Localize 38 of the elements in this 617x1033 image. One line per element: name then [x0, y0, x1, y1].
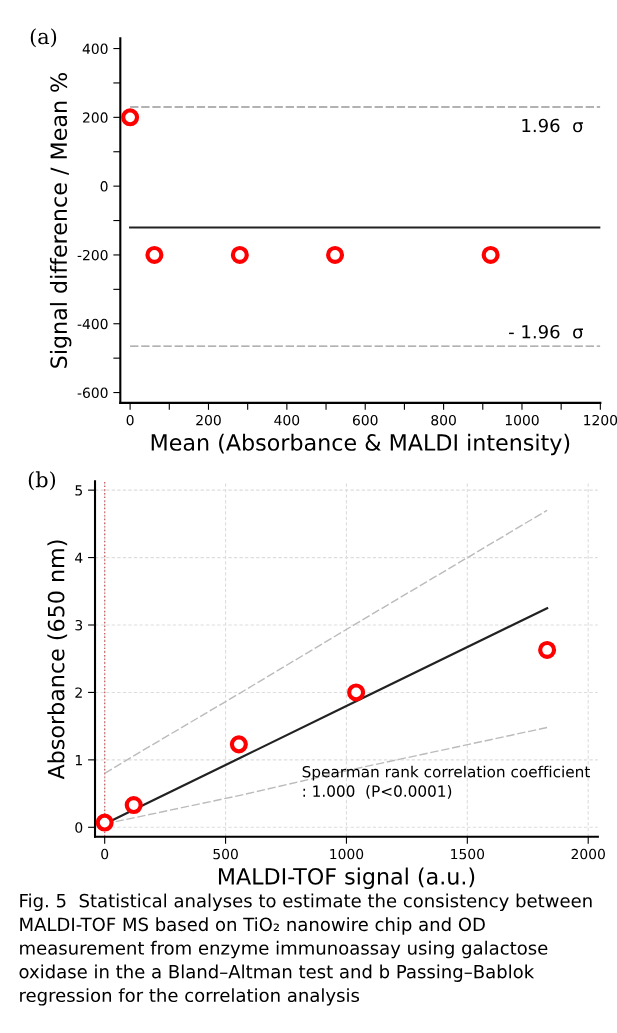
y-axis-title: Absorbance (650 nm) — [47, 540, 68, 780]
x-tick-label: 200 — [196, 414, 221, 426]
y-tick-label: 400 — [82, 43, 108, 55]
y-tick-label: 0 — [75, 822, 83, 833]
point — [229, 735, 248, 754]
y-tick-label: -200 — [77, 249, 108, 261]
x-tick-label: 800 — [431, 414, 456, 426]
ref-line-label: 1.96 σ — [522, 118, 584, 133]
y-tick-label: 1 — [75, 755, 82, 766]
x-axis-title: Mean (Absorbance & MALDI intensity) — [151, 433, 570, 456]
y-axis-title: Signal difference / Mean % — [49, 73, 72, 368]
x-tick-label: 1200 — [584, 414, 617, 426]
y-tick-label: 3 — [75, 619, 83, 631]
y-tick-label: -400 — [77, 318, 108, 330]
chart-title: (a) — [30, 28, 57, 48]
x-tick-label: 1000 — [505, 414, 539, 426]
y-tick-label: 200 — [83, 112, 108, 123]
point — [347, 683, 366, 702]
point — [538, 640, 557, 659]
y-tick-label: 0 — [100, 181, 108, 192]
x-tick-label: 400 — [274, 414, 300, 426]
y-tick-label: 4 — [75, 552, 83, 563]
y-tick-label: 5 — [75, 485, 82, 496]
x-tick-label: 1000 — [330, 848, 364, 860]
point — [124, 796, 143, 815]
x-tick-label: 2000 — [571, 848, 605, 860]
annotation: Spearman rank correlation coefficient : 1.000 (P<0.0001) — [302, 765, 590, 799]
x-tick-label: 500 — [213, 848, 238, 860]
ref-line-label: - 1.96 σ — [509, 324, 584, 339]
y-tick-label: 2 — [75, 687, 82, 698]
point — [95, 813, 114, 832]
chart-title: (b) — [28, 471, 56, 491]
caption: Fig. 5 Statistical analyses to estimate the consistency between MALDI-TOF MS based on TiO₂ nanowire chip and OD measurement from enzyme immunoassay using galactose oxidase in the a Bland–Altman test and b Passing–Bablok regression for the correlation analysis — [19, 893, 592, 1006]
y-tick-label: -600 — [77, 387, 108, 399]
x-axis-title: MALDI-TOF signal (a.u.) — [218, 867, 475, 890]
x-tick-label: 1500 — [451, 848, 485, 860]
x-tick-label: 0 — [126, 414, 134, 426]
x-tick-label: 600 — [352, 414, 378, 426]
